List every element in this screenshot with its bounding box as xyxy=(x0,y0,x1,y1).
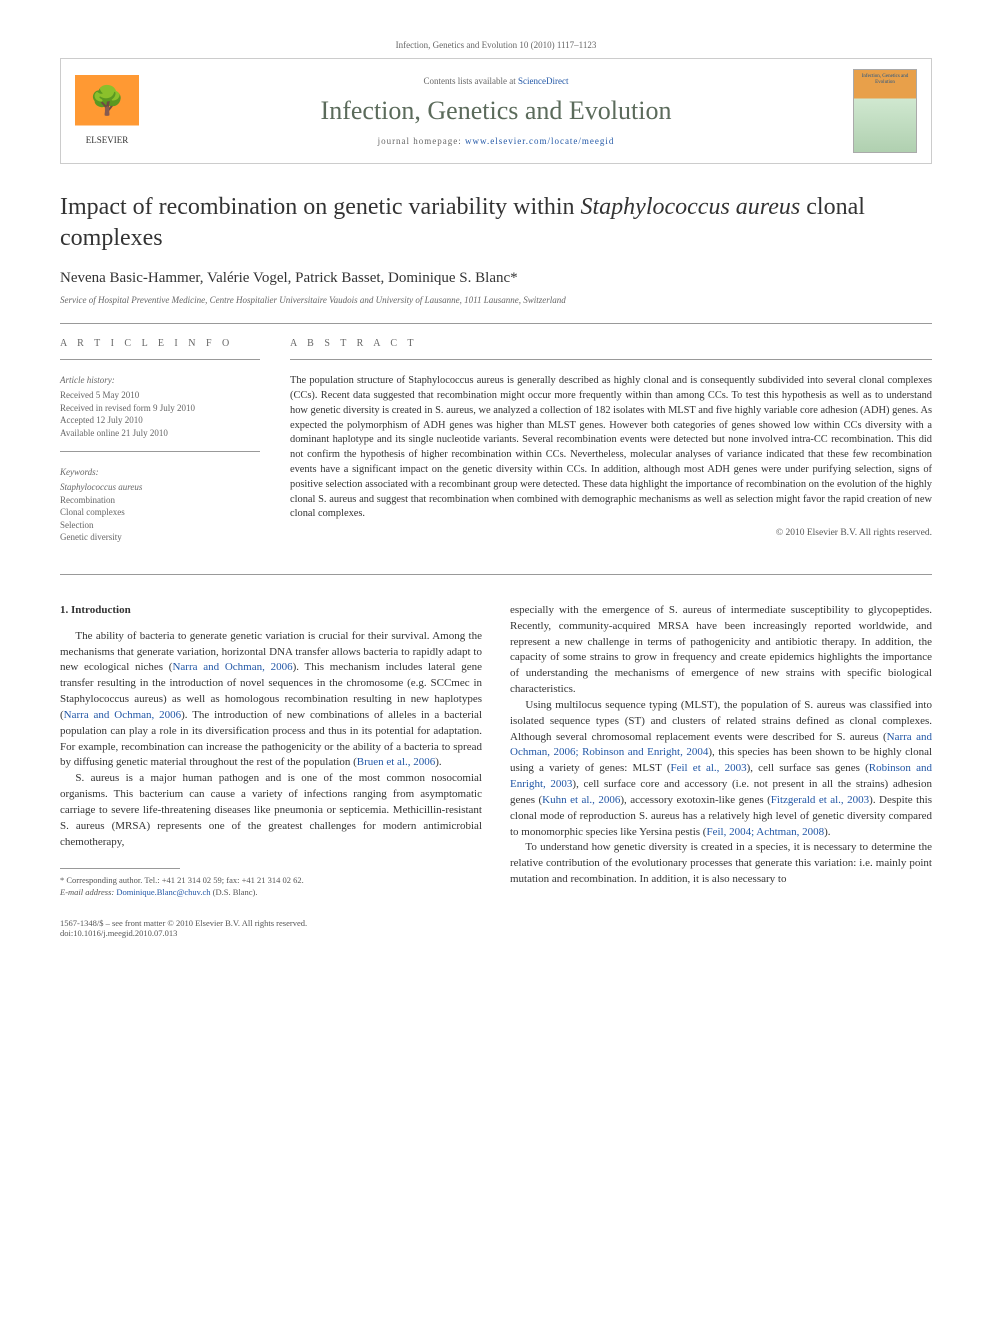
body-two-column: 1. Introduction The ability of bacteria … xyxy=(60,603,932,898)
corr-author-line: * Corresponding author. Tel.: +41 21 314… xyxy=(60,875,482,886)
ref-fitzgerald-2003[interactable]: Fitzgerald et al., 2003 xyxy=(771,794,869,806)
title-species: Staphylococcus aureus xyxy=(581,194,801,220)
divider-bottom xyxy=(60,574,932,575)
corr-email-link[interactable]: Dominique.Blanc@chuv.ch xyxy=(116,887,210,897)
info-divider-2 xyxy=(60,451,260,452)
footer-doi: doi:10.1016/j.meegid.2010.07.013 xyxy=(60,928,307,938)
title-prefix: Impact of recombination on genetic varia… xyxy=(60,194,581,220)
journal-cover-thumbnail: Infection, Genetics and Evolution xyxy=(853,69,917,153)
abstract-copyright: © 2010 Elsevier B.V. All rights reserved… xyxy=(290,528,932,538)
keyword-5: Genetic diversity xyxy=(60,531,260,544)
ref-narra-2006a[interactable]: Narra and Ochman, 2006 xyxy=(172,661,292,673)
abstract-divider xyxy=(290,359,932,360)
elsevier-logo: 🌳 ELSEVIER xyxy=(75,75,139,147)
ref-kuhn-2006[interactable]: Kuhn et al., 2006 xyxy=(542,794,620,806)
accepted-date: Accepted 12 July 2010 xyxy=(60,414,260,427)
keyword-1: Staphylococcus aureus xyxy=(60,481,260,494)
email-suffix: (D.S. Blanc). xyxy=(211,887,258,897)
keyword-4: Selection xyxy=(60,519,260,532)
sciencedirect-link[interactable]: ScienceDirect xyxy=(518,76,568,86)
footer-copyright: 1567-1348/$ – see front matter © 2010 El… xyxy=(60,918,307,928)
header-citation: Infection, Genetics and Evolution 10 (20… xyxy=(60,40,932,50)
para-1: The ability of bacteria to generate gene… xyxy=(60,629,482,771)
para-4: Using multilocus sequence typing (MLST),… xyxy=(510,698,932,840)
history-label: Article history: xyxy=(60,374,260,387)
para-3: especially with the emergence of S. aure… xyxy=(510,603,932,698)
article-info-heading: A R T I C L E I N F O xyxy=(60,338,260,349)
footnote-separator xyxy=(60,868,180,869)
keyword-2: Recombination xyxy=(60,494,260,507)
ref-narra-2006b[interactable]: Narra and Ochman, 2006 xyxy=(64,709,181,721)
affiliation: Service of Hospital Preventive Medicine,… xyxy=(60,295,932,305)
elsevier-brand-text: ELSEVIER xyxy=(75,133,139,147)
contents-lists-line: Contents lists available at ScienceDirec… xyxy=(155,76,837,86)
article-title: Impact of recombination on genetic varia… xyxy=(60,192,932,254)
body-left-column: 1. Introduction The ability of bacteria … xyxy=(60,603,482,898)
homepage-prefix: journal homepage: xyxy=(378,136,465,146)
info-divider-1 xyxy=(60,359,260,360)
authors-line: Nevena Basic-Hammer, Valérie Vogel, Patr… xyxy=(60,270,932,287)
authors-names: Nevena Basic-Hammer, Valérie Vogel, Patr… xyxy=(60,270,510,286)
journal-homepage: journal homepage: www.elsevier.com/locat… xyxy=(155,136,837,146)
cover-title-text: Infection, Genetics and Evolution xyxy=(854,70,916,85)
online-date: Available online 21 July 2010 xyxy=(60,427,260,440)
section-1-heading: 1. Introduction xyxy=(60,603,482,619)
revised-date: Received in revised form 9 July 2010 xyxy=(60,402,260,415)
para-5: To understand how genetic diversity is c… xyxy=(510,840,932,887)
homepage-link[interactable]: www.elsevier.com/locate/meegid xyxy=(465,136,614,146)
keyword-3: Clonal complexes xyxy=(60,506,260,519)
corresponding-footnote: * Corresponding author. Tel.: +41 21 314… xyxy=(60,875,482,898)
ref-bruen-2006[interactable]: Bruen et al., 2006 xyxy=(357,756,436,768)
elsevier-tree-icon: 🌳 xyxy=(87,81,127,121)
journal-name: Infection, Genetics and Evolution xyxy=(155,96,837,126)
received-date: Received 5 May 2010 xyxy=(60,389,260,402)
abstract-text: The population structure of Staphylococc… xyxy=(290,374,932,522)
contents-prefix: Contents lists available at xyxy=(424,76,518,86)
abstract-heading: A B S T R A C T xyxy=(290,338,932,349)
keywords-label: Keywords: xyxy=(60,466,260,479)
journal-banner: 🌳 ELSEVIER Contents lists available at S… xyxy=(60,58,932,164)
divider-top xyxy=(60,323,932,324)
body-right-column: especially with the emergence of S. aure… xyxy=(510,603,932,898)
corresponding-marker: * xyxy=(510,270,518,286)
page-footer: 1567-1348/$ – see front matter © 2010 El… xyxy=(60,912,932,938)
para-2: S. aureus is a major human pathogen and … xyxy=(60,771,482,850)
ref-feil-2003[interactable]: Feil et al., 2003 xyxy=(671,762,747,774)
ref-feil-achtman[interactable]: Feil, 2004; Achtman, 2008 xyxy=(706,826,824,838)
email-label: E-mail address: xyxy=(60,887,116,897)
article-info-sidebar: A R T I C L E I N F O Article history: R… xyxy=(60,338,260,556)
